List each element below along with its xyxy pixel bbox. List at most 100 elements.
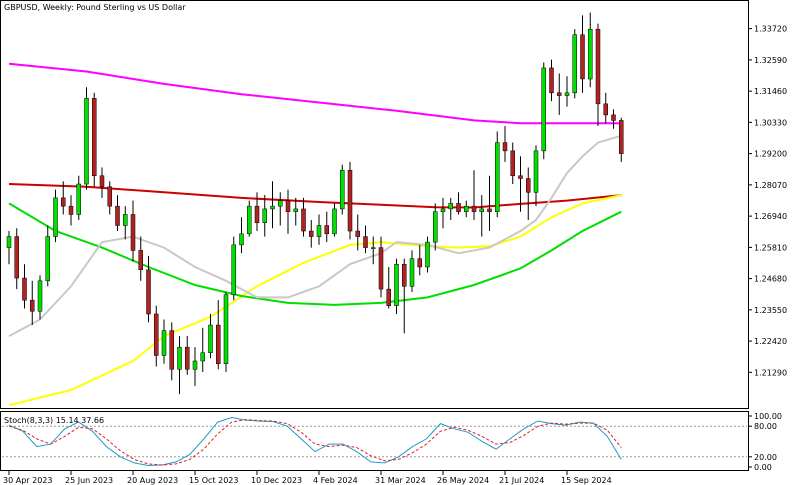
candle — [378, 236, 384, 298]
candle-body-down — [619, 120, 624, 154]
candle — [169, 322, 174, 381]
candle-body-down — [68, 205, 74, 215]
candle — [425, 236, 430, 273]
candle-body-up — [262, 208, 267, 223]
time-tick-label: 26 May 2024 — [437, 476, 489, 485]
candle — [92, 92, 97, 187]
candle — [216, 300, 221, 370]
candle — [208, 313, 213, 359]
time-tick-label: 31 Mar 2024 — [375, 476, 426, 485]
candle-body-up — [239, 233, 244, 246]
candle-body-down — [363, 236, 368, 248]
candle — [402, 258, 407, 334]
candle-body-down — [324, 225, 329, 235]
time-tick-label: 15 Sep 2024 — [561, 476, 612, 485]
candle — [526, 167, 531, 220]
candle — [456, 192, 461, 215]
candle-body-down — [301, 208, 306, 232]
candle — [549, 59, 554, 102]
candle-body-up — [53, 197, 58, 237]
candle — [309, 219, 314, 248]
candle — [394, 258, 399, 314]
candle-body-up — [177, 346, 182, 370]
ma-line-4 — [8, 134, 622, 337]
candle — [603, 92, 608, 124]
price-tick-label: 1.30330 — [754, 118, 787, 127]
price-tick-label: 1.33720 — [754, 25, 787, 34]
time-tick-label: 30 Apr 2023 — [3, 476, 52, 485]
candle-body-up — [247, 205, 252, 235]
time-tick-label: 21 Jul 2024 — [499, 476, 544, 485]
candle-body-up — [161, 330, 167, 356]
candle-body-down — [510, 150, 515, 176]
candle-body-up — [37, 280, 43, 312]
candle — [239, 217, 244, 254]
time-axis: 30 Apr 2023 25 Jun 2023 20 Aug 2023 15 Oct … — [3, 471, 612, 485]
candle — [541, 62, 546, 160]
candle-body-down — [471, 205, 477, 212]
candle-body-down — [14, 236, 19, 279]
candle-body-up — [6, 236, 12, 248]
candle — [270, 181, 275, 229]
candle — [146, 255, 151, 323]
candle-body-down — [456, 203, 461, 212]
candle — [433, 203, 438, 251]
candle-body-down — [611, 114, 616, 121]
candle-body-down — [115, 205, 120, 226]
price-plot-area — [6, 12, 624, 407]
candle-body-down — [254, 205, 260, 223]
candle — [262, 195, 267, 237]
candle-body-down — [549, 67, 554, 94]
candle — [37, 275, 43, 320]
candle — [440, 197, 446, 229]
candle-body-up — [409, 258, 415, 287]
candle-body-down — [138, 250, 143, 271]
stoch-signal-line — [8, 419, 622, 466]
candle — [518, 156, 523, 212]
candle-body-down — [146, 269, 151, 315]
candle — [316, 214, 322, 245]
candle-body-down — [130, 214, 136, 251]
candle — [409, 250, 415, 292]
candle — [14, 228, 19, 290]
candle-body-down — [355, 230, 360, 237]
candle — [588, 12, 593, 88]
time-tick-label: 25 Jun 2023 — [65, 476, 113, 485]
candle-body-up — [316, 225, 322, 237]
time-tick-label: 20 Aug 2023 — [127, 476, 178, 485]
candle — [386, 266, 391, 309]
candle-body-down — [107, 186, 112, 207]
candle-body-down — [557, 92, 562, 96]
candle-body-down — [417, 258, 422, 268]
stoch-panel-frame — [0, 411, 749, 471]
candle — [278, 192, 283, 226]
candle — [495, 131, 500, 218]
price-tick-label: 1.22420 — [754, 337, 787, 346]
candle — [347, 161, 353, 240]
candle-body-down — [309, 230, 314, 237]
candle — [30, 280, 35, 326]
stochastic-plot-area — [2, 416, 747, 467]
candle-body-up — [425, 241, 430, 268]
candle — [53, 189, 58, 243]
candle-body-up — [208, 324, 213, 353]
chart-title: GBPUSD, Weekly: Pound Sterling vs US Dol… — [4, 3, 186, 12]
candle — [76, 175, 81, 220]
candle — [502, 125, 508, 162]
candle — [464, 200, 469, 218]
candle-body-down — [526, 178, 531, 193]
candle — [231, 236, 236, 301]
candle — [510, 142, 515, 185]
candle-body-up — [448, 203, 453, 210]
price-axis: 1.33720 1.32590 1.31460 1.30330 1.29200 1.280… — [748, 25, 787, 377]
candle — [61, 181, 66, 215]
price-tick-label: 1.28070 — [754, 181, 787, 190]
candle — [371, 236, 376, 265]
time-tick-label: 10 Dec 2023 — [251, 476, 302, 485]
candle — [448, 197, 453, 220]
candle — [84, 87, 89, 190]
candle-body-down — [378, 247, 384, 290]
candle-body-up — [223, 294, 229, 365]
candle — [471, 170, 477, 220]
